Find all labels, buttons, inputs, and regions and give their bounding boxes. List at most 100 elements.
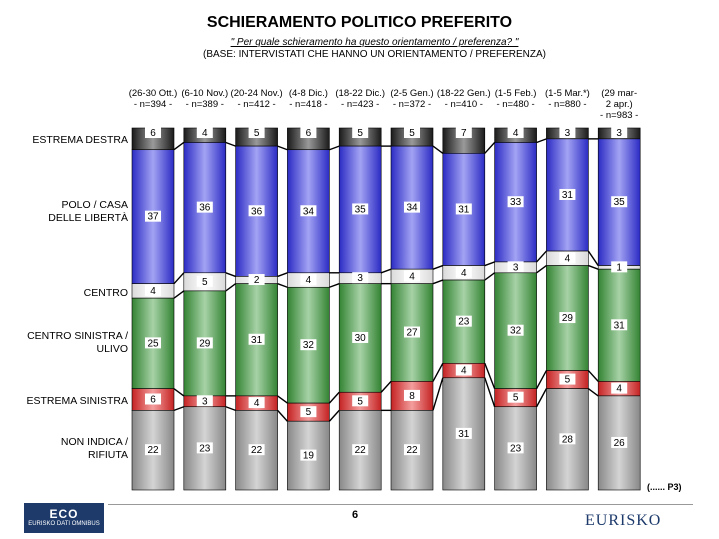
data-label-bg <box>559 433 576 445</box>
connector-line <box>484 377 496 407</box>
eurisko-logo: EURISKO <box>585 512 662 529</box>
data-label-bg <box>248 444 265 456</box>
data-label: 23 <box>510 443 522 454</box>
data-label-bg <box>300 274 317 286</box>
data-label-bg <box>300 127 317 138</box>
data-label: 23 <box>458 317 470 328</box>
data-label: 32 <box>510 326 522 337</box>
connector-line <box>173 388 185 397</box>
connector-line <box>380 268 392 274</box>
data-label-bg <box>455 315 472 327</box>
category-label: (20-24 Nov.) <box>231 88 283 99</box>
source-note: (...... P3) <box>647 482 682 492</box>
data-label: 5 <box>409 128 415 139</box>
data-label-bg <box>455 266 472 278</box>
data-label-bg <box>145 444 161 456</box>
data-label: 2 <box>254 275 260 286</box>
data-label-bg <box>455 127 472 138</box>
category-label: (1-5 Feb.) <box>495 88 537 99</box>
data-label: 7 <box>461 128 467 139</box>
data-label: 26 <box>614 438 626 449</box>
data-label: 8 <box>409 391 415 402</box>
connector-line <box>432 145 444 154</box>
data-label-bg <box>300 205 317 217</box>
connector-line <box>535 388 548 408</box>
data-label: 4 <box>306 275 312 286</box>
series-label: ULIVO <box>96 343 128 355</box>
data-label-bg <box>248 397 265 409</box>
connector-line <box>173 141 185 151</box>
data-label: 29 <box>562 313 574 324</box>
data-label: 3 <box>357 273 363 284</box>
category-label: - n=880 - <box>548 99 586 110</box>
data-label-bg <box>507 196 524 208</box>
connector-line <box>536 138 547 144</box>
data-label: 4 <box>254 398 260 409</box>
connector-line <box>277 145 288 151</box>
connector-line <box>432 264 444 270</box>
survey-base-note: (BASE: INTERVISTATI CHE HANNO UN ORIENTA… <box>203 49 546 60</box>
series-label: POLO / CASA <box>61 199 128 211</box>
data-label: 6 <box>150 128 156 139</box>
data-label-bg <box>559 312 576 324</box>
data-label: 5 <box>565 375 571 386</box>
data-label: 3 <box>513 262 519 273</box>
connector-line <box>277 409 288 422</box>
data-label-bg <box>352 331 369 343</box>
data-label: 33 <box>510 197 522 208</box>
connector-line <box>536 250 547 263</box>
series-label: NON INDICA / <box>61 436 128 448</box>
connector-line <box>225 141 236 147</box>
data-label: 22 <box>406 445 418 456</box>
category-label: - n=423 - <box>341 99 379 110</box>
data-label-bg <box>248 333 265 345</box>
data-label-bg <box>507 391 524 403</box>
category-label: - n=983 - <box>600 110 638 121</box>
connector-line <box>536 264 547 274</box>
data-label-bg <box>455 364 472 376</box>
series-label: CENTRO SINISTRA / <box>27 330 128 342</box>
data-label-bg <box>300 406 317 418</box>
connector-line <box>588 264 599 270</box>
data-label: 5 <box>357 128 363 139</box>
data-label: 30 <box>355 333 367 344</box>
data-label-bg <box>611 436 628 448</box>
data-label-bg <box>404 389 420 401</box>
data-label: 22 <box>251 445 263 456</box>
data-label-bg <box>352 203 369 215</box>
data-label-bg <box>507 442 524 454</box>
survey-question: " Per quale schieramento ha questo orien… <box>230 37 519 48</box>
data-label-bg <box>404 127 420 138</box>
data-label-bg <box>507 127 524 138</box>
stacked-bar-chart: 6374256224365293235362314226344325195353… <box>26 88 641 491</box>
data-label: 28 <box>562 434 574 445</box>
data-label: 3 <box>616 128 622 139</box>
data-label: 35 <box>355 204 367 215</box>
category-label: (29 mar- <box>601 88 637 99</box>
category-label: - n=389 - <box>186 99 224 110</box>
series-label: DELLE LIBERTÀ <box>48 211 128 224</box>
data-label: 4 <box>409 271 415 282</box>
connector-line <box>328 409 340 422</box>
category-label: (18-22 Gen.) <box>437 88 491 99</box>
data-label-bg <box>196 201 213 213</box>
connector-line <box>535 370 548 389</box>
series-label: RIFIUTA <box>88 449 128 461</box>
data-label: 36 <box>199 203 211 214</box>
data-label-bg <box>455 203 472 215</box>
data-label: 3 <box>202 396 208 407</box>
data-label-bg <box>196 442 213 454</box>
data-label-bg <box>404 326 420 338</box>
data-label-bg <box>145 210 161 222</box>
data-label-bg <box>559 252 576 264</box>
data-label-bg <box>404 444 420 456</box>
data-label: 23 <box>199 443 211 454</box>
connector-line <box>432 279 444 285</box>
data-label-bg <box>145 284 161 296</box>
category-label: - n=410 - <box>445 99 483 110</box>
eco-logo-text: ECO <box>49 507 79 521</box>
connector-line <box>225 272 236 278</box>
data-label-bg <box>455 427 472 439</box>
category-label: 2 apr.) <box>606 99 633 110</box>
data-label-bg <box>611 196 628 208</box>
